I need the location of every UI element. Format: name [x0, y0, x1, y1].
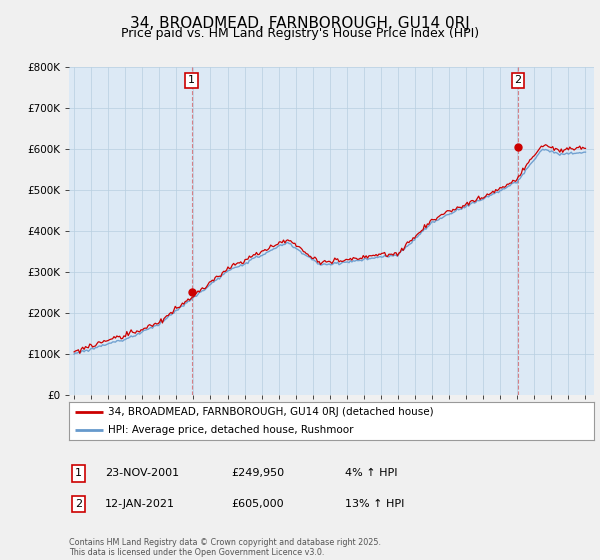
Text: 2: 2 [75, 499, 82, 509]
Text: 1: 1 [188, 76, 195, 85]
Text: 13% ↑ HPI: 13% ↑ HPI [345, 499, 404, 509]
Text: 34, BROADMEAD, FARNBOROUGH, GU14 0RJ: 34, BROADMEAD, FARNBOROUGH, GU14 0RJ [130, 16, 470, 31]
Text: 34, BROADMEAD, FARNBOROUGH, GU14 0RJ (detached house): 34, BROADMEAD, FARNBOROUGH, GU14 0RJ (de… [109, 407, 434, 417]
Text: 1: 1 [75, 468, 82, 478]
Text: 2: 2 [514, 76, 521, 85]
Text: 23-NOV-2001: 23-NOV-2001 [105, 468, 179, 478]
Text: HPI: Average price, detached house, Rushmoor: HPI: Average price, detached house, Rush… [109, 425, 354, 435]
Text: 4% ↑ HPI: 4% ↑ HPI [345, 468, 398, 478]
Text: Contains HM Land Registry data © Crown copyright and database right 2025.
This d: Contains HM Land Registry data © Crown c… [69, 538, 381, 557]
Text: £249,950: £249,950 [231, 468, 284, 478]
Text: Price paid vs. HM Land Registry's House Price Index (HPI): Price paid vs. HM Land Registry's House … [121, 27, 479, 40]
Text: 12-JAN-2021: 12-JAN-2021 [105, 499, 175, 509]
Text: £605,000: £605,000 [231, 499, 284, 509]
